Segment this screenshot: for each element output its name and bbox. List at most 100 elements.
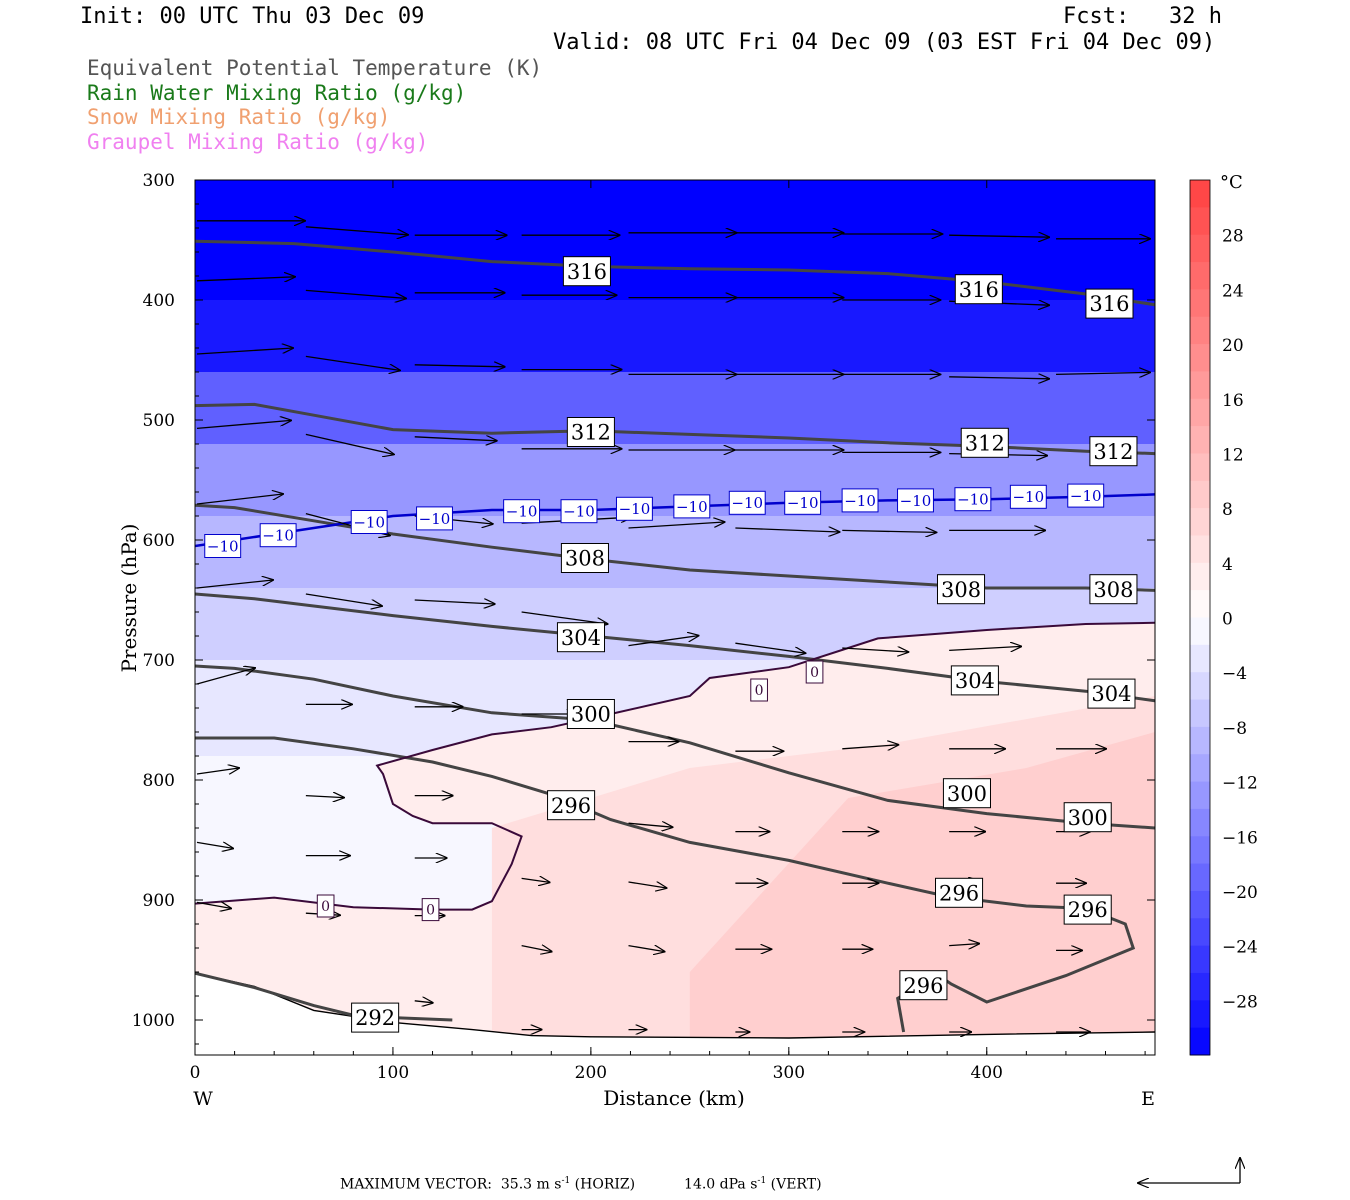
minus10-label-text: −10 [957, 491, 989, 509]
colorbar-tick-label: −24 [1222, 938, 1258, 958]
minus10-label-box [954, 487, 992, 512]
colorbar-swatch [1190, 398, 1210, 427]
minus10-label: −10 [350, 510, 388, 534]
wind-vector [842, 530, 936, 532]
freezing-level-label-text: 0 [321, 899, 330, 915]
legend-graupel: Graupel Mixing Ratio (g/kg) [87, 130, 429, 154]
minus10-label-box [784, 490, 822, 515]
wind-vector [305, 593, 382, 606]
wind-vector [414, 1001, 433, 1003]
x-axis-label: Distance (km) [603, 1086, 745, 1110]
theta-e-label-304-box [556, 622, 606, 653]
freezing-level-label-box [805, 660, 824, 684]
colorbar-swatch [1190, 1027, 1210, 1056]
colorbar-swatch [1190, 453, 1210, 482]
theta-e-label-304-text: 304 [561, 626, 601, 650]
footer-prefix: MAXIMUM VECTOR: [340, 1176, 492, 1193]
minus10-label-text: −10 [1070, 487, 1102, 505]
colorbar-swatch [1190, 562, 1210, 591]
theta-e-label-304: 304 [556, 622, 606, 653]
colorbar-tick-label: 16 [1222, 391, 1244, 411]
colorbar-swatch [1190, 672, 1210, 701]
colorbar-swatch [1190, 754, 1210, 783]
minus10-label-box [350, 510, 388, 534]
theta-e-label-312: 312 [566, 417, 615, 447]
wind-vector [305, 433, 394, 454]
theta-e-label-300-box [1063, 802, 1112, 833]
wind-vector [196, 668, 255, 685]
colorbar-tick-label: −16 [1222, 828, 1258, 848]
minus10-label-text: −10 [787, 494, 819, 512]
y-tick-label: 300 [143, 171, 175, 191]
footer-horiz-exp: -1 [561, 1176, 571, 1186]
minus10-label: −10 [204, 534, 242, 558]
wind-vector [628, 882, 667, 888]
contour-label-layer: 316 316 316 312 312 312 308 308 308 304 304 304 300 3… [204, 256, 1138, 1033]
colorbar-swatch [1190, 781, 1210, 810]
wind-vector [305, 226, 408, 235]
theta-e-label-316-text: 316 [1089, 292, 1129, 316]
minus10-label: −10 [416, 506, 453, 531]
forecast-hour-label: Fcst: 32 h [1063, 4, 1222, 29]
freezing-level-label: 0 [316, 894, 335, 918]
below-ground [195, 973, 1155, 1055]
colorbar-swatch [1190, 890, 1210, 919]
theta-e-contour-304 [195, 592, 1155, 703]
theta-e-label-312-text: 312 [965, 431, 1005, 455]
x-tick-label: 100 [377, 1063, 409, 1083]
wind-vector [196, 768, 239, 775]
theta-e-label-316-box [1085, 288, 1134, 319]
colorbar-tick-label: 20 [1222, 336, 1244, 356]
wind-vector [196, 902, 231, 908]
wind-vector [628, 823, 673, 827]
freezing-level-label: 0 [805, 660, 824, 684]
minus10-label-text: −10 [1012, 488, 1044, 506]
theta-e-label-296: 296 [547, 790, 596, 821]
minus10-label: −10 [841, 488, 879, 513]
theta-e-label-308-text: 308 [941, 578, 981, 602]
minus10-label-text: −10 [207, 537, 239, 555]
x-tick-label: 300 [773, 1063, 805, 1083]
minus10-label-box [416, 506, 453, 531]
y-tick-label: 800 [143, 771, 175, 791]
theta-e-label-308-box [560, 543, 609, 573]
axes: 0 100 200 300 400 300 400 500 600 700 800 900 1000 [132, 171, 1155, 1083]
wind-vector [949, 944, 979, 946]
temperature-field [195, 180, 1155, 1055]
minus10-label-box [204, 534, 242, 558]
wind-vector [521, 611, 608, 624]
colorbar-swatch [1190, 1000, 1210, 1029]
minus10-label-text: −10 [844, 492, 876, 510]
colorbar-frame [1189, 179, 1211, 1056]
theta-e-label-296-text: 296 [551, 794, 591, 818]
theta-e-label-316-box [954, 274, 1003, 305]
wind-vector [305, 796, 344, 798]
colorbar-swatch [1190, 371, 1210, 400]
footer-horiz-value: 35.3 m s [500, 1176, 562, 1193]
init-time-label: Init: 00 UTC Thu 03 Dec 09 [80, 4, 425, 29]
terrain-line [195, 972, 1155, 1039]
colorbar-swatch [1190, 207, 1210, 236]
colorbar-swatch [1190, 918, 1210, 947]
minus10-label: −10 [784, 490, 822, 515]
theta-e-contour-316 [195, 239, 1155, 307]
wind-vector [628, 522, 725, 529]
theta-e-label-308: 308 [936, 574, 986, 605]
colorbar-swatch [1190, 480, 1210, 509]
wind-vector [196, 277, 295, 281]
colorbar-swatch [1190, 426, 1210, 454]
theta-e-label-308: 308 [560, 543, 609, 573]
minus10-label-text: −10 [731, 494, 763, 512]
y-tick-label: 1000 [132, 1011, 175, 1031]
freezing-level-label-text: 0 [755, 683, 764, 699]
colorbar-swatch [1190, 863, 1210, 892]
colorbar-swatch [1190, 180, 1210, 208]
wind-vector [735, 642, 805, 653]
wind-vector [414, 365, 505, 367]
theta-e-label-316: 316 [1085, 288, 1134, 319]
theta-e-label-308: 308 [1089, 574, 1138, 605]
colorbar-tick-label: −8 [1222, 719, 1247, 739]
theta-e-label-304-box [950, 665, 999, 696]
wind-vector [305, 289, 406, 298]
temperature-band [195, 300, 1155, 372]
